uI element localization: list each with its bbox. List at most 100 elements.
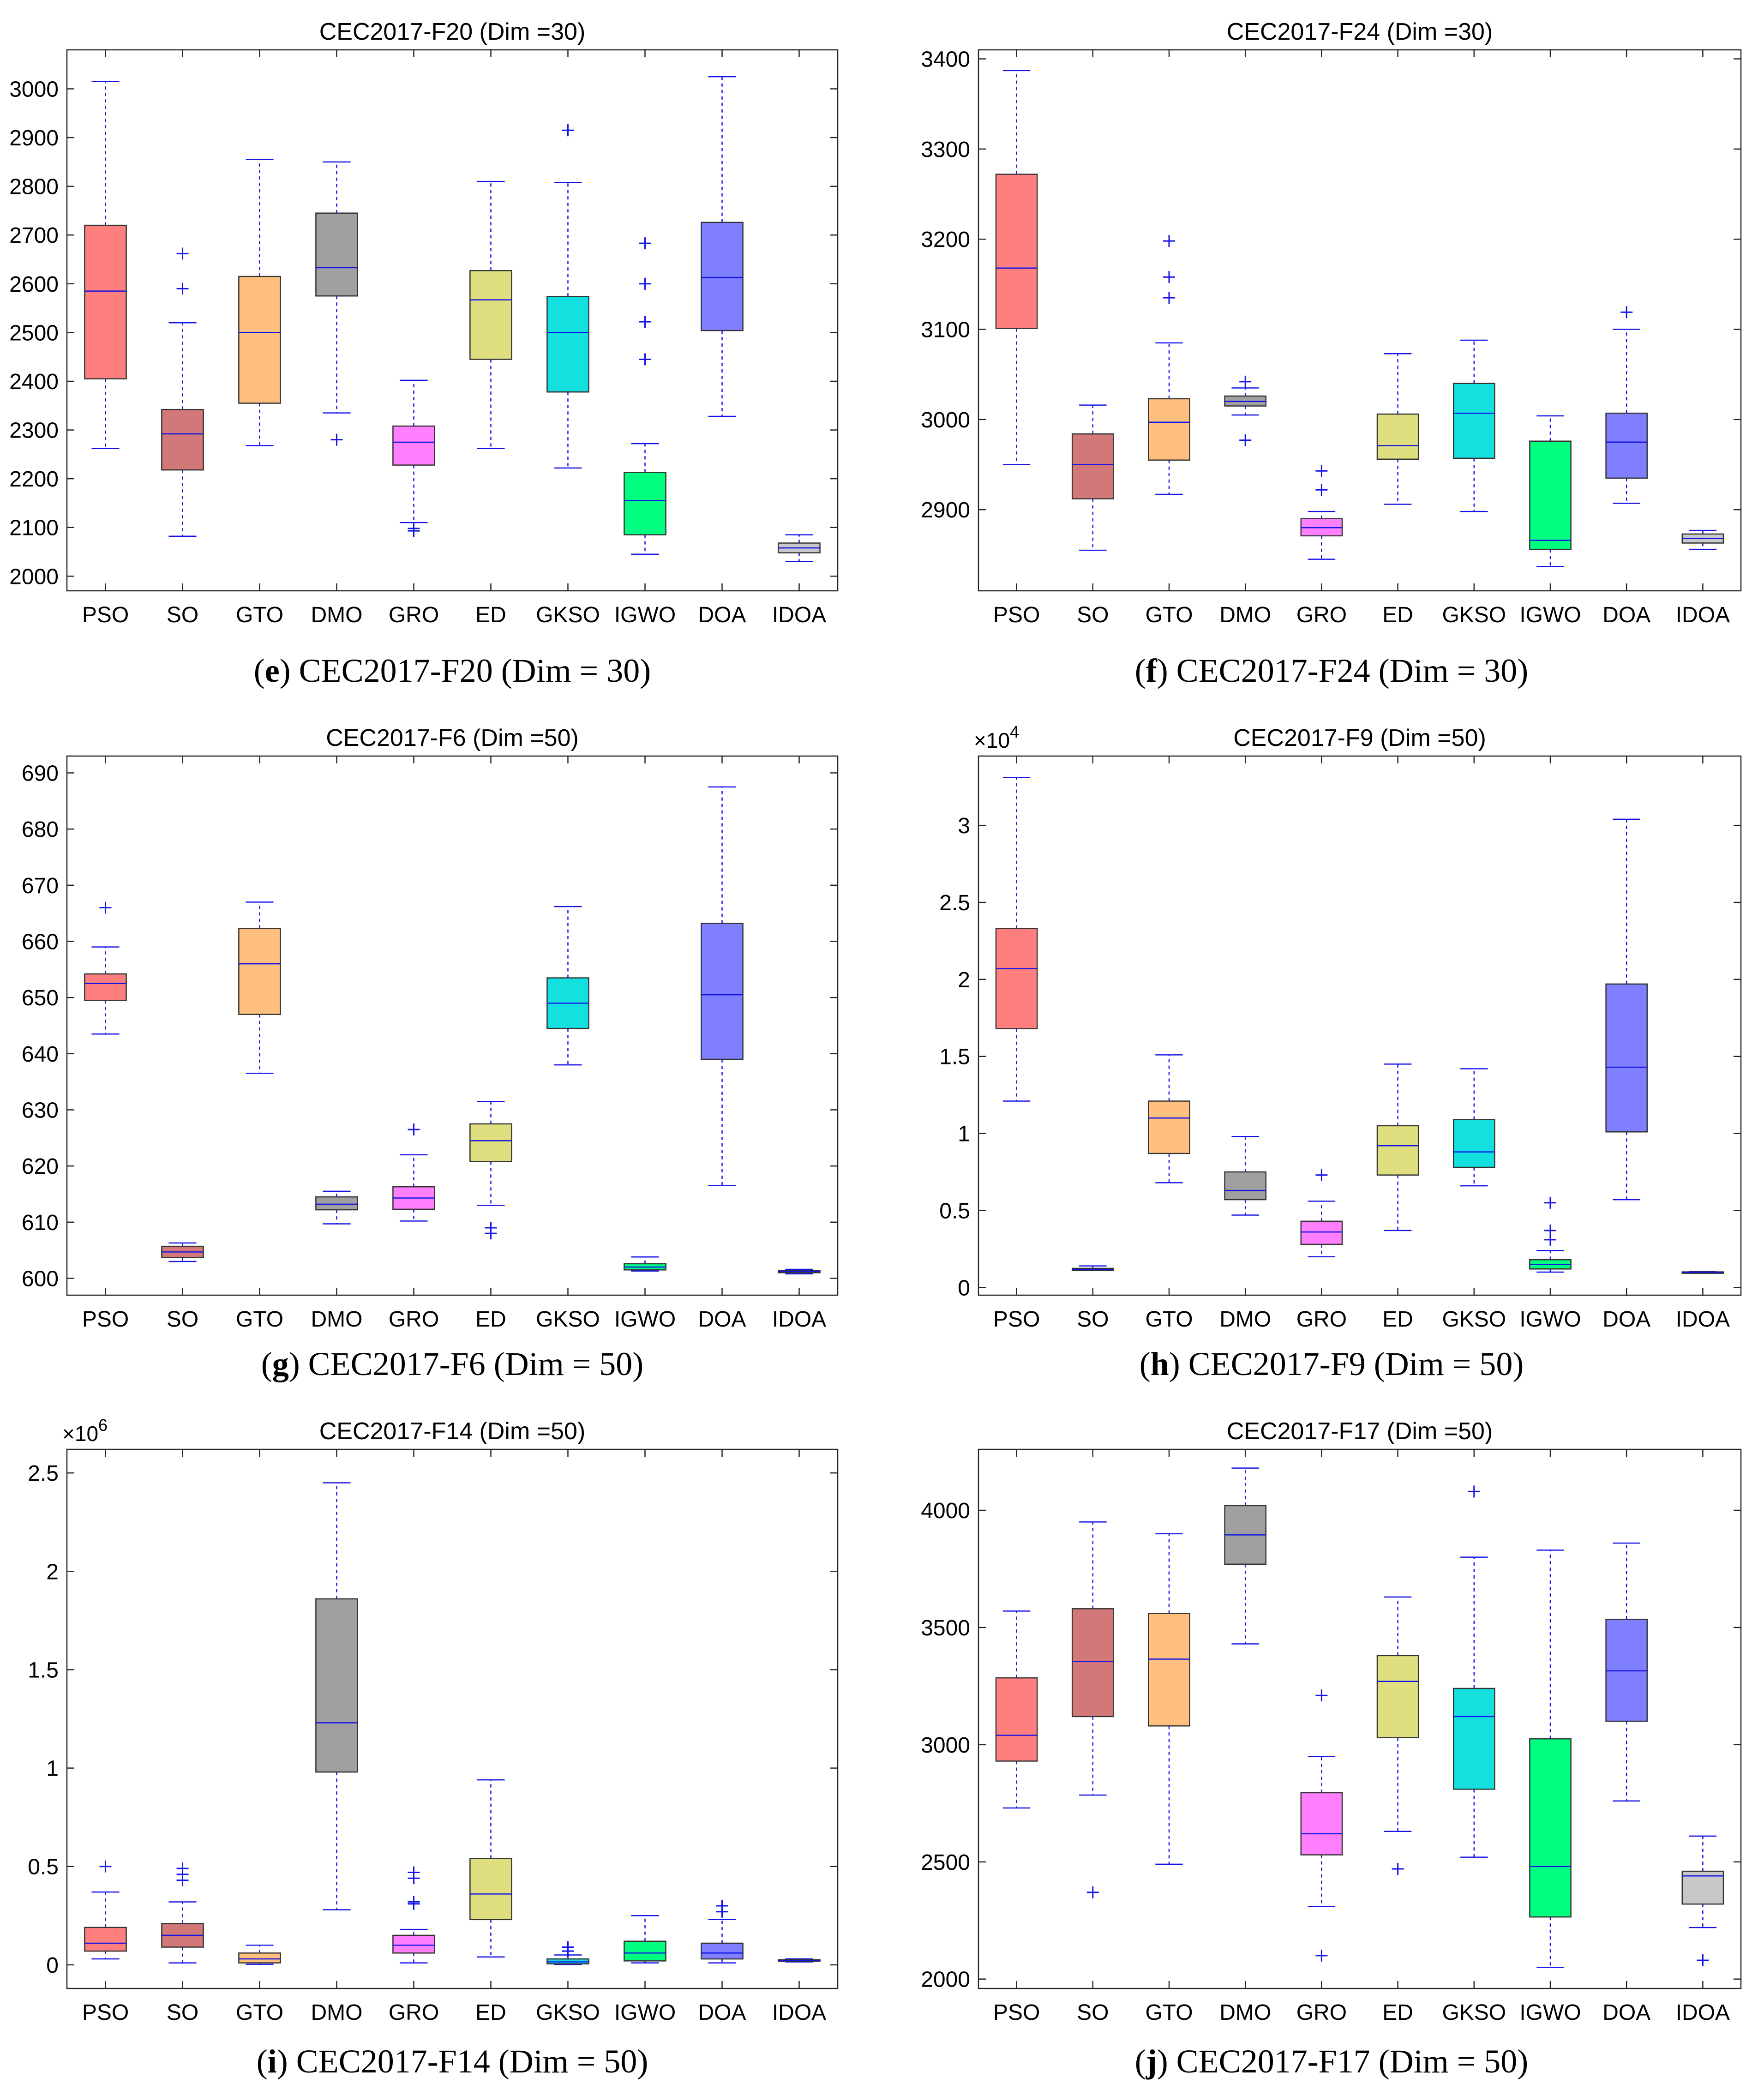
panel-caption: (e) CEC2017-F20 (Dim = 30)	[253, 652, 651, 689]
box-idoa	[1681, 1835, 1724, 1967]
x-tick-label: GKSO	[1442, 603, 1506, 627]
x-tick-label: ED	[475, 603, 506, 627]
x-tick-label: SO	[167, 2000, 198, 2025]
x-tick-label: IGWO	[614, 2000, 676, 2025]
x-tick-label: DMO	[311, 2000, 363, 2025]
y-tick-label: 0	[46, 1953, 59, 1978]
y-tick-label: 2300	[9, 419, 59, 443]
outlier-marker	[408, 1896, 420, 1908]
iqr-box	[1452, 1688, 1495, 1790]
y-tick-label: 2700	[9, 223, 59, 248]
box-idoa	[778, 1268, 821, 1275]
outlier-marker	[1697, 1954, 1709, 1967]
box-doa	[1605, 1542, 1648, 1802]
x-tick-label: GRO	[389, 2000, 439, 2025]
x-tick-label: ED	[475, 2000, 506, 2025]
chart-title: CEC2017-F17 (Dim =50)	[1227, 1418, 1493, 1445]
x-tick-label: GKSO	[536, 2000, 600, 2025]
iqr-box	[1605, 1618, 1648, 1722]
box-gkso	[1452, 1068, 1495, 1187]
x-tick-label: DOA	[698, 1307, 746, 1332]
outlier-marker	[639, 353, 651, 366]
iqr-box	[1681, 1870, 1724, 1905]
x-tick-label: DMO	[1219, 1307, 1271, 1332]
x-tick-label: PSO	[82, 1307, 129, 1332]
box-gkso	[546, 1941, 589, 1965]
x-tick-label: IGWO	[614, 1307, 676, 1332]
y-tick-label: 2	[46, 1560, 59, 1584]
iqr-box	[315, 212, 358, 297]
box-gto	[1148, 1533, 1190, 1865]
y-tick-label: 3000	[921, 1733, 970, 1758]
box-gro	[392, 1866, 435, 1964]
iqr-box	[1071, 433, 1114, 500]
iqr-box	[84, 973, 127, 1001]
box-dmo	[315, 1482, 358, 1910]
x-tick-label: GTO	[1145, 603, 1193, 627]
box-ed	[1376, 1063, 1419, 1231]
iqr-box	[701, 1942, 744, 1960]
y-tick-label: 3000	[921, 408, 970, 432]
y-tick-label: 650	[22, 986, 59, 1010]
axes-frame	[66, 1448, 839, 1989]
panel-letter: g	[272, 1345, 289, 1382]
iqr-box	[1452, 383, 1495, 459]
box-igwo	[1529, 415, 1572, 567]
box-idoa	[778, 1958, 821, 1963]
x-tick-label: IDOA	[772, 2000, 826, 2025]
outlier-marker	[1544, 1196, 1556, 1209]
box-pso	[995, 1610, 1038, 1809]
iqr-box	[1148, 398, 1190, 461]
box-so	[1071, 1265, 1114, 1271]
y-tick-label: 2500	[921, 1850, 970, 1875]
outlier-marker	[99, 1860, 112, 1873]
outlier-marker	[99, 901, 112, 914]
box-doa	[701, 786, 744, 1186]
x-tick-label: GRO	[389, 603, 439, 627]
x-tick-label: IDOA	[772, 603, 826, 627]
box-dmo	[1224, 1467, 1267, 1645]
iqr-box	[1148, 1100, 1190, 1154]
iqr-box	[1300, 1220, 1343, 1245]
x-tick-label: GRO	[1296, 2000, 1347, 2025]
y-tick-label: 3200	[921, 228, 970, 252]
box-ed	[1376, 1596, 1419, 1875]
x-tick-label: PSO	[82, 603, 129, 627]
y-tick-label: 630	[22, 1099, 59, 1123]
box-gkso	[546, 906, 589, 1066]
box-gkso	[1452, 1485, 1495, 1858]
x-tick-label: GTO	[236, 2000, 283, 2025]
iqr-box	[1529, 440, 1572, 550]
x-tick-label: IDOA	[1676, 1307, 1730, 1332]
y-exponent-label: ×106	[62, 1416, 108, 1446]
box-gto	[238, 901, 281, 1074]
y-tick-label: 1.5	[28, 1658, 59, 1682]
box-doa	[1605, 818, 1648, 1201]
panel-h: CEC2017-F9 (Dim =50) 0 0.5 1 1.5 2 2.5 3 ×104 PSO…	[939, 722, 1742, 1332]
iqr-box	[392, 1934, 435, 1954]
iqr-box	[161, 408, 204, 471]
outlier-marker	[1163, 271, 1175, 283]
y-tick-label: 660	[22, 930, 59, 955]
box-ed	[1376, 353, 1419, 505]
box-pso	[84, 901, 127, 1035]
panel-j: CEC2017-F17 (Dim =50) 2000 2500 3000 3500 400…	[921, 1418, 1742, 2025]
box-dmo	[315, 1190, 358, 1225]
outlier-marker	[176, 247, 189, 260]
y-tick-label: 2800	[9, 175, 59, 199]
x-tick-label: DOA	[698, 2000, 746, 2025]
box-so	[161, 1242, 204, 1262]
outlier-marker	[1086, 1886, 1099, 1898]
x-tick-label: SO	[1077, 603, 1109, 627]
iqr-box	[1224, 1171, 1267, 1201]
iqr-box	[1452, 1119, 1495, 1168]
outlier-marker	[639, 316, 651, 328]
box-dmo	[1224, 1136, 1267, 1216]
x-tick-label: ED	[1382, 2000, 1413, 2025]
y-tick-label: 2900	[921, 498, 970, 522]
y-tick-label: 600	[22, 1267, 59, 1291]
iqr-box	[1071, 1608, 1114, 1718]
box-idoa	[1681, 529, 1724, 550]
x-tick-label: GRO	[1296, 603, 1347, 627]
